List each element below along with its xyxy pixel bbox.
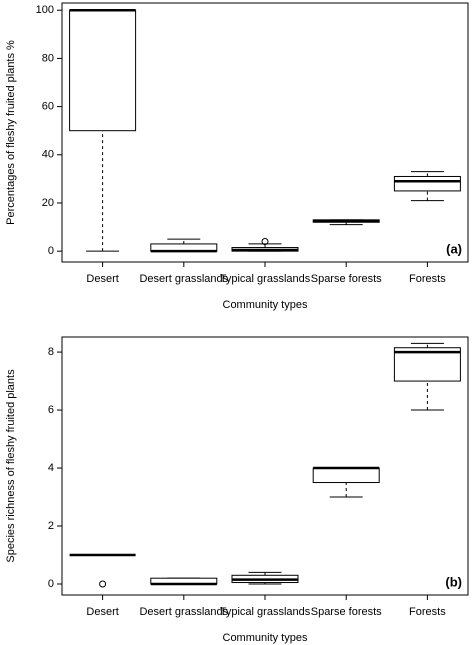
box (69, 9, 137, 132)
y-tick-label: 40 (42, 149, 54, 161)
box (312, 467, 380, 484)
y-axis-title: Species richness of fleshy fruited plant… (5, 369, 17, 563)
y-tick-label: 20 (42, 197, 54, 209)
x-tick-label: Desert (86, 273, 118, 285)
y-tick-label: 60 (42, 101, 54, 113)
y-tick-label: 100 (36, 4, 54, 16)
panel-label: (a) (446, 241, 462, 256)
outlier (261, 238, 269, 246)
x-tick-label: Sparse forests (311, 606, 382, 618)
y-tick-label: 2 (48, 520, 54, 532)
y-tick-label: 8 (48, 346, 54, 358)
x-tick-label: Desert grasslands (139, 606, 228, 618)
panel-label: (b) (445, 574, 462, 589)
x-tick-label: Typical grasslands (220, 606, 311, 618)
x-tick-label: Desert grasslands (139, 273, 228, 285)
x-axis-title: Community types (223, 299, 308, 311)
y-tick-label: 0 (48, 578, 54, 590)
x-tick-label: Typical grasslands (220, 273, 311, 285)
y-axis-title: Percentages of fleshy fruited plants % (5, 40, 17, 225)
box (393, 175, 461, 192)
y-tick-label: 6 (48, 404, 54, 416)
y-tick-label: 0 (48, 245, 54, 257)
x-tick-label: Desert (86, 606, 118, 618)
y-tick-label: 4 (48, 462, 54, 474)
x-axis-title: Community types (223, 632, 308, 644)
x-tick-label: Forests (409, 273, 446, 285)
x-tick-label: Sparse forests (311, 273, 382, 285)
y-tick-label: 80 (42, 52, 54, 64)
outlier (99, 580, 107, 588)
x-tick-label: Forests (409, 606, 446, 618)
